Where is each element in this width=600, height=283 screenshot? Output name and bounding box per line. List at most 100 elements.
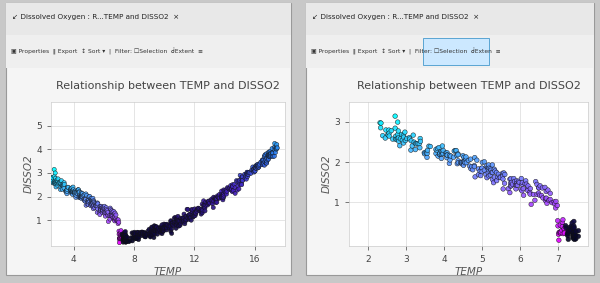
Point xyxy=(62,189,72,194)
Point xyxy=(115,240,124,245)
Point xyxy=(152,225,161,229)
Point xyxy=(161,224,170,228)
Point xyxy=(509,176,518,181)
Point xyxy=(386,128,396,133)
Point xyxy=(100,211,109,216)
Point xyxy=(495,175,505,179)
Text: Relationship between TEMP and DISSO2: Relationship between TEMP and DISSO2 xyxy=(56,81,280,91)
Point xyxy=(224,187,234,191)
Point xyxy=(118,240,128,245)
Point xyxy=(422,151,432,156)
Point xyxy=(77,191,87,196)
Point xyxy=(80,198,89,203)
Point xyxy=(55,181,65,185)
Point xyxy=(484,166,494,170)
Point xyxy=(499,187,508,191)
Point xyxy=(173,214,183,218)
Point xyxy=(116,234,126,238)
Point xyxy=(246,171,256,175)
Point xyxy=(492,178,502,183)
Point xyxy=(218,196,228,200)
Point xyxy=(482,166,492,170)
Point xyxy=(67,189,77,194)
Point xyxy=(252,164,262,169)
Point xyxy=(173,219,183,223)
Point xyxy=(140,233,150,237)
Point xyxy=(431,147,441,152)
Point xyxy=(376,121,386,125)
Point xyxy=(197,202,207,206)
Point xyxy=(265,155,274,159)
Point xyxy=(215,196,224,200)
Point xyxy=(73,188,83,192)
Point xyxy=(140,234,149,239)
Point xyxy=(65,187,75,191)
Point xyxy=(121,233,130,238)
Point xyxy=(100,206,110,211)
Point xyxy=(424,144,434,149)
Point xyxy=(88,200,98,205)
Point xyxy=(50,176,60,181)
Point xyxy=(460,160,470,165)
Point xyxy=(158,226,168,230)
Point xyxy=(103,213,113,218)
Point xyxy=(137,230,147,234)
Point xyxy=(138,230,148,235)
Point xyxy=(473,172,483,177)
Point xyxy=(244,172,253,177)
Point xyxy=(190,211,199,216)
Point xyxy=(251,166,261,171)
Point xyxy=(431,151,441,156)
Point xyxy=(563,230,573,234)
Point xyxy=(71,195,80,200)
Text: ↙ Dissolved Oxygen : R...TEMP and DISSO2  ×: ↙ Dissolved Oxygen : R...TEMP and DISSO2… xyxy=(12,14,179,20)
Point xyxy=(109,217,119,222)
Point xyxy=(171,220,181,224)
Point xyxy=(217,195,226,200)
Point xyxy=(97,204,106,209)
Point xyxy=(458,160,468,165)
Point xyxy=(46,180,55,185)
Point xyxy=(569,233,578,237)
Point xyxy=(88,202,97,206)
Point xyxy=(229,188,238,193)
Point xyxy=(164,226,174,230)
Point xyxy=(102,211,112,216)
Point xyxy=(472,158,482,162)
Point xyxy=(181,214,191,218)
Point xyxy=(159,227,169,231)
Point xyxy=(203,201,213,206)
Point xyxy=(568,234,578,239)
Point xyxy=(56,187,65,192)
Point xyxy=(73,191,82,196)
Point xyxy=(77,192,86,196)
Point xyxy=(199,203,209,207)
Point xyxy=(67,186,76,190)
Point xyxy=(477,169,487,174)
Point xyxy=(266,151,276,156)
Point xyxy=(395,137,405,141)
Point xyxy=(510,179,520,184)
Point xyxy=(203,199,213,203)
Point xyxy=(119,233,128,237)
Point xyxy=(464,158,473,163)
Point xyxy=(208,205,218,210)
Point xyxy=(163,223,172,228)
Point xyxy=(107,209,116,214)
Point xyxy=(73,188,83,192)
Point xyxy=(257,159,267,163)
Point xyxy=(258,158,268,162)
Point xyxy=(68,188,77,193)
Point xyxy=(563,233,572,238)
Point xyxy=(128,236,138,240)
Point xyxy=(228,185,238,189)
Point xyxy=(120,236,130,241)
Point xyxy=(498,174,508,178)
Point xyxy=(210,197,220,201)
Point xyxy=(541,198,550,203)
Point xyxy=(212,194,222,198)
Point xyxy=(184,213,194,217)
Point xyxy=(193,206,203,210)
Point xyxy=(535,184,545,188)
Point xyxy=(272,147,281,151)
